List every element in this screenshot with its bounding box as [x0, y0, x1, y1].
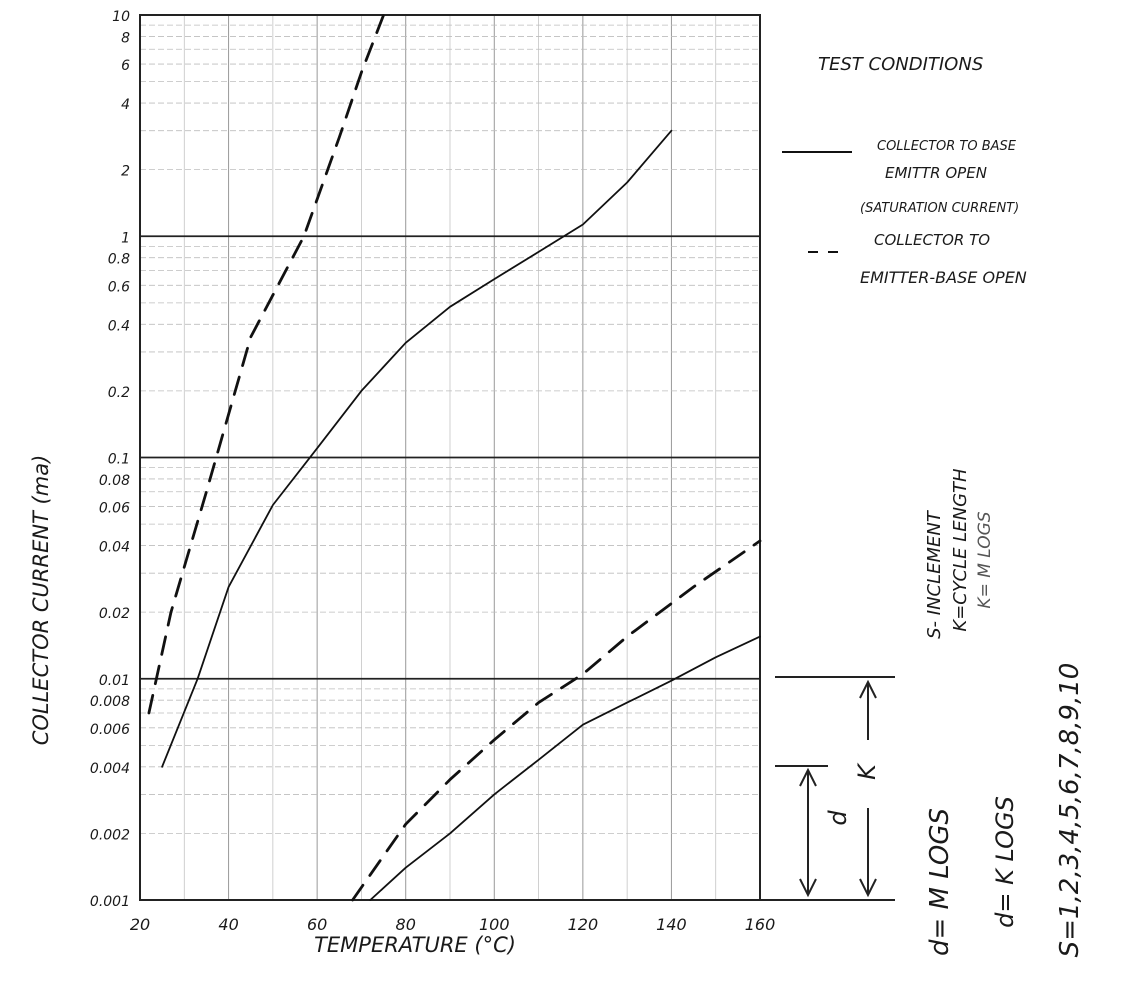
x-tick-label: 100 — [479, 915, 510, 934]
y-tick-label: 0.01 — [99, 673, 130, 689]
d-arrow-head-down — [799, 878, 817, 898]
legend: TEST CONDITIONS COLLECTOR TO BASE EMITTR… — [782, 54, 1027, 287]
k-label: K — [853, 762, 881, 780]
legend-solid-line-1: COLLECTOR TO BASE — [877, 139, 1017, 154]
x-tick-label: 80 — [396, 915, 416, 934]
note-s-increment: S- INCLEMENT — [924, 509, 945, 639]
x-tick-label: 60 — [307, 915, 327, 934]
y-tick-label: 0.1 — [108, 452, 130, 468]
chart-grid — [139, 15, 761, 901]
plot-frame — [139, 14, 761, 901]
y-tick-label: 0.002 — [90, 827, 130, 843]
y-tick-label: 0.08 — [99, 473, 130, 489]
note-k-cycle-length: K=CYCLE LENGTH — [950, 468, 971, 632]
series-line-1 — [161, 129, 673, 768]
x-axis-label: TEMPERATURE (°C) — [314, 933, 516, 957]
y-tick-label: 8 — [121, 30, 130, 46]
x-tick-label: 40 — [218, 915, 238, 934]
x-tick-label: 140 — [656, 915, 687, 934]
formula-d-k-logs: d= K LOGS — [991, 796, 1019, 928]
x-tick-label: 20 — [130, 915, 150, 934]
notes: S- INCLEMENT K=CYCLE LENGTH K= M LOGS — [924, 468, 995, 639]
y-tick-label: 0.8 — [108, 252, 130, 268]
y-tick-label: 0.4 — [108, 318, 130, 334]
y-tick-label: 10 — [112, 9, 130, 25]
y-tick-label: 0.001 — [90, 894, 130, 910]
y-tick-label: 0.004 — [90, 761, 130, 777]
y-tick-label: 0.04 — [99, 540, 130, 556]
series-line-3 — [369, 635, 761, 901]
series-layer — [147, 13, 762, 902]
y-tick-label: 6 — [121, 58, 130, 74]
formulas: d= M LOGS d= K LOGS S=1,2,3,4,5,6,7,8,9,… — [925, 663, 1085, 958]
legend-solid-line-2: EMITTR OPEN — [885, 164, 987, 182]
legend-dashed-line-2: EMITTER-BASE OPEN — [860, 268, 1027, 287]
note-k-m-logs: K= M LOGS — [975, 511, 995, 608]
series-line-2 — [147, 13, 386, 715]
legend-heading: TEST CONDITIONS — [818, 54, 983, 75]
y-tick-labels: 10 8 6 4 2 1 0.8 0.6 0.4 0.2 0.1 0.08 0.06 0.04 0.02 0.… — [90, 9, 130, 910]
y-tick-label: 0.02 — [99, 606, 130, 622]
y-tick-label: 0.008 — [90, 694, 130, 710]
y-tick-label: 4 — [121, 97, 130, 113]
y-tick-label: 0.06 — [99, 501, 130, 517]
d-label: d — [824, 810, 852, 826]
legend-dashed-line-1: COLLECTOR TO — [874, 231, 990, 249]
y-tick-label: 2 — [121, 164, 130, 180]
d-arrow-head-up — [799, 767, 817, 787]
legend-solid-line-3: (SATURATION CURRENT) — [860, 201, 1019, 216]
y-tick-label: 0.2 — [108, 385, 130, 401]
y-tick-label: 0.6 — [108, 279, 130, 295]
k-arrow-head-up — [859, 679, 877, 699]
series-line-4 — [351, 539, 762, 902]
dimension-markers: K d — [760, 676, 895, 901]
formula-s-values: S=1,2,3,4,5,6,7,8,9,10 — [1055, 663, 1085, 958]
y-axis-label: COLLECTOR CURRENT (ma) — [29, 455, 53, 746]
k-arrow-head-down — [859, 878, 877, 898]
x-tick-label: 160 — [745, 915, 776, 934]
y-tick-label: 1 — [121, 230, 130, 246]
formula-d-m-logs: d= M LOGS — [925, 808, 955, 956]
x-tick-labels: 20 40 60 80 100 120 140 160 — [130, 915, 775, 934]
x-tick-label: 120 — [568, 915, 599, 934]
y-tick-label: 0.006 — [90, 722, 130, 738]
